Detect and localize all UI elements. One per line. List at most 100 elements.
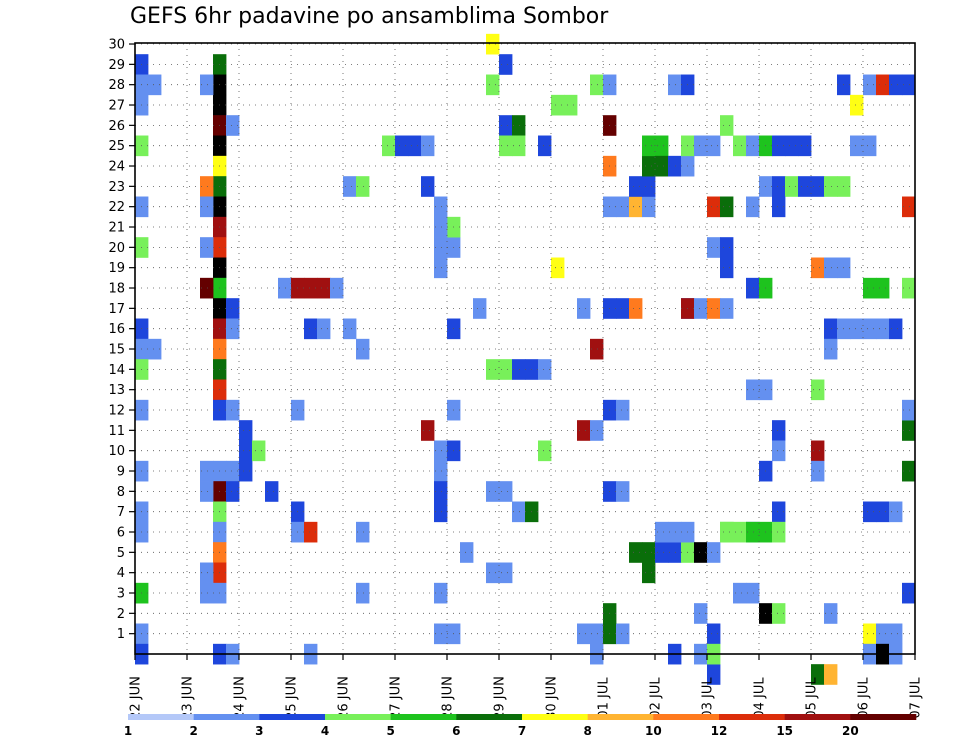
heatmap-cell <box>200 176 214 197</box>
colorbar-swatch <box>850 714 917 720</box>
x-tick-label: 26 JUN <box>337 676 352 720</box>
heatmap-cell <box>356 582 370 604</box>
heatmap-cell <box>551 257 565 279</box>
heatmap-cell <box>824 603 838 624</box>
heatmap-cell <box>772 501 786 523</box>
colorbar-swatch <box>784 714 851 720</box>
heatmap-cell <box>863 623 877 645</box>
heatmap-cell <box>720 115 734 136</box>
x-tick-label: 27 JUN <box>389 676 404 720</box>
heatmap-cell <box>408 135 422 157</box>
x-tick-label: 07 JUL <box>909 677 924 719</box>
heatmap-cell <box>707 237 721 258</box>
heatmap-cell <box>577 298 591 319</box>
heatmap-cell <box>590 420 604 441</box>
y-tick-label: 9 <box>117 465 125 480</box>
heatmap-cell <box>772 135 786 157</box>
heatmap-cell <box>486 74 500 96</box>
heatmap-cell <box>746 135 760 157</box>
heatmap-cell <box>694 603 708 624</box>
heatmap-cell <box>642 542 656 563</box>
x-tick-label: 06 JUL <box>857 677 872 719</box>
heatmap-cell <box>226 399 240 421</box>
y-tick-label: 4 <box>117 566 125 581</box>
heatmap-cell <box>486 481 500 502</box>
heatmap-cell <box>629 298 643 319</box>
heatmap-cell <box>720 521 734 543</box>
heatmap-cell <box>330 277 344 299</box>
heatmap-cell <box>148 74 162 96</box>
x-tick-label: 01 JUL <box>597 677 612 719</box>
heatmap-cell <box>824 338 838 360</box>
x-tick-label: 30 JUN <box>545 676 560 720</box>
heatmap-cell <box>629 196 643 218</box>
heatmap-cell <box>655 135 669 157</box>
heatmap-cell <box>772 176 786 197</box>
heatmap-cell <box>876 501 890 523</box>
heatmap-cell <box>668 542 682 563</box>
chart-title: GEFS 6hr padavine po ansamblima Sombor <box>130 4 609 29</box>
colorbar-label: 15 <box>776 724 793 738</box>
heatmap-cell <box>421 135 435 157</box>
y-tick-label: 11 <box>108 424 125 439</box>
heatmap-cell <box>642 135 656 157</box>
heatmap-cell <box>772 603 786 624</box>
heatmap-cell <box>473 298 487 319</box>
heatmap-cell <box>707 623 721 645</box>
heatmap-cell <box>720 298 734 319</box>
heatmap-cell <box>811 664 825 685</box>
heatmap-cell <box>200 196 214 218</box>
heatmap-cell <box>395 135 409 157</box>
heatmap-cell <box>317 277 331 299</box>
heatmap-cell <box>200 74 214 96</box>
heatmap-cell <box>850 94 864 116</box>
y-tick-label: 7 <box>117 505 125 520</box>
heatmap-cell <box>356 176 370 197</box>
heatmap-cell <box>863 135 877 157</box>
heatmap-cell <box>629 542 643 563</box>
heatmap-cell <box>382 135 396 157</box>
y-tick-label: 19 <box>108 261 125 276</box>
heatmap-cell <box>889 501 903 523</box>
heatmap-cell <box>564 94 578 116</box>
colorbar-label: 5 <box>386 724 394 738</box>
x-tick-label: 05 JUL <box>805 677 820 719</box>
heatmap-cell <box>512 135 526 157</box>
heatmap-cell <box>538 135 552 157</box>
heatmap-cell <box>629 176 643 197</box>
heatmap-cell <box>642 562 656 584</box>
heatmap-cell <box>746 277 760 299</box>
heatmap-cell <box>785 176 799 197</box>
heatmap-cell <box>824 318 838 340</box>
heatmap-cell <box>226 115 240 136</box>
heatmap-cell <box>278 277 292 299</box>
colorbar-swatch <box>522 714 588 720</box>
heatmap-cell <box>252 440 266 462</box>
heatmap-cell <box>720 196 734 218</box>
y-tick-label: 15 <box>108 343 125 358</box>
y-tick-label: 2 <box>117 607 125 622</box>
heatmap-cell <box>694 298 708 319</box>
heatmap-cell <box>434 216 448 238</box>
colorbar-label: 1 <box>124 724 132 738</box>
heatmap-cell <box>746 521 760 543</box>
heatmap-cell <box>798 176 812 197</box>
heatmap-cell <box>902 277 916 299</box>
heatmap-cell <box>746 196 760 218</box>
heatmap-cell <box>486 359 500 380</box>
heatmap-cell <box>200 237 214 258</box>
y-tick-label: 28 <box>108 78 125 93</box>
colorbar-label: 6 <box>452 724 460 738</box>
heatmap-cell <box>434 257 448 279</box>
y-tick-label: 18 <box>108 282 125 297</box>
heatmap-cell <box>876 318 890 340</box>
heatmap-cell <box>512 359 526 380</box>
heatmap-cell <box>486 562 500 584</box>
x-tick-label: 04 JUL <box>753 677 768 719</box>
heatmap-cell <box>811 176 825 197</box>
heatmap-cell <box>356 338 370 360</box>
heatmap-cell <box>434 440 448 462</box>
colorbar-label: 3 <box>255 724 263 738</box>
y-tick-label: 6 <box>117 526 125 541</box>
heatmap-cell <box>200 460 214 482</box>
